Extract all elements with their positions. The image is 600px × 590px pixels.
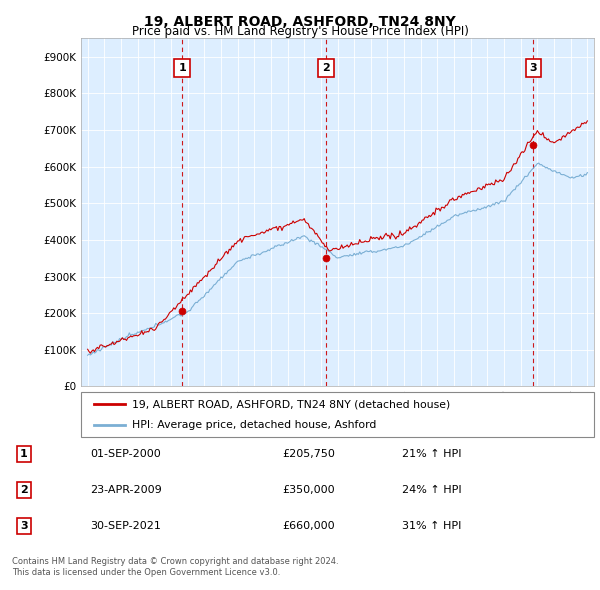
Text: Contains HM Land Registry data © Crown copyright and database right 2024.: Contains HM Land Registry data © Crown c… <box>12 558 338 566</box>
Text: 1: 1 <box>20 450 28 459</box>
FancyBboxPatch shape <box>81 392 594 437</box>
Text: 1: 1 <box>178 63 186 73</box>
Text: HPI: Average price, detached house, Ashford: HPI: Average price, detached house, Ashf… <box>133 419 377 430</box>
Text: 2: 2 <box>322 63 330 73</box>
Text: 3: 3 <box>529 63 537 73</box>
Text: 21% ↑ HPI: 21% ↑ HPI <box>402 450 461 459</box>
Text: 01-SEP-2000: 01-SEP-2000 <box>90 450 161 459</box>
Text: £350,000: £350,000 <box>282 485 335 494</box>
Text: Price paid vs. HM Land Registry's House Price Index (HPI): Price paid vs. HM Land Registry's House … <box>131 25 469 38</box>
Text: £660,000: £660,000 <box>282 522 335 531</box>
Text: 3: 3 <box>20 522 28 531</box>
Text: 31% ↑ HPI: 31% ↑ HPI <box>402 522 461 531</box>
Text: 19, ALBERT ROAD, ASHFORD, TN24 8NY: 19, ALBERT ROAD, ASHFORD, TN24 8NY <box>144 15 456 29</box>
Text: 2: 2 <box>20 485 28 494</box>
Text: 19, ALBERT ROAD, ASHFORD, TN24 8NY (detached house): 19, ALBERT ROAD, ASHFORD, TN24 8NY (deta… <box>133 399 451 409</box>
Text: 30-SEP-2021: 30-SEP-2021 <box>90 522 161 531</box>
Text: 24% ↑ HPI: 24% ↑ HPI <box>402 485 461 494</box>
Text: £205,750: £205,750 <box>282 450 335 459</box>
Text: 23-APR-2009: 23-APR-2009 <box>90 485 162 494</box>
Text: This data is licensed under the Open Government Licence v3.0.: This data is licensed under the Open Gov… <box>12 568 280 577</box>
